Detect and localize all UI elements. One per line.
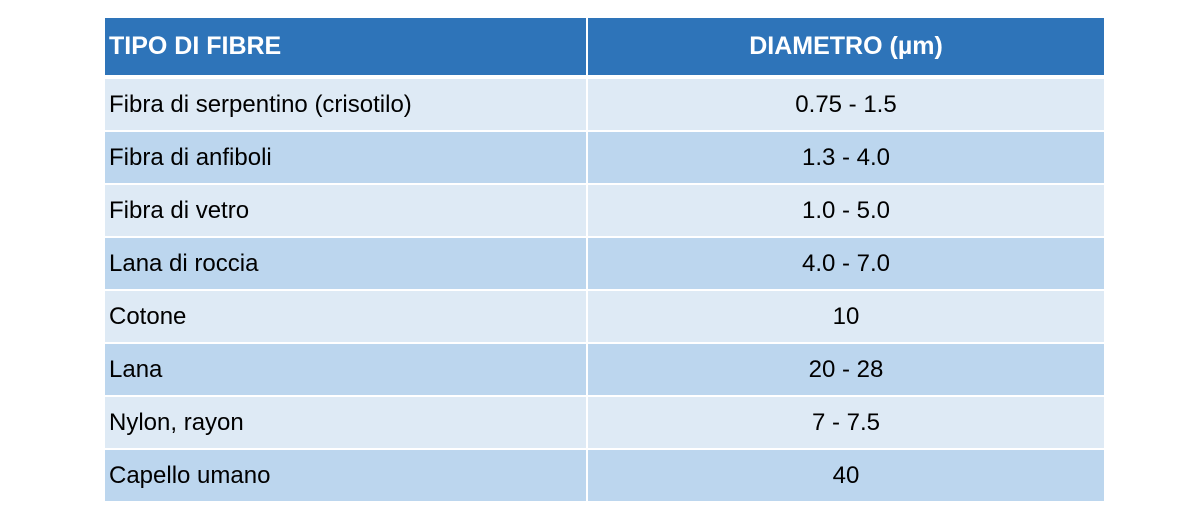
diameter-cell: 1.3 - 4.0 [586,132,1104,185]
table-row: Cotone 10 [105,291,1104,344]
fiber-type-cell: Nylon, rayon [105,397,586,450]
diameter-cell: 1.0 - 5.0 [586,185,1104,238]
diameter-cell: 0.75 - 1.5 [586,79,1104,132]
column-header-diameter: DIAMETRO (µm) [586,18,1104,79]
table-row: Fibra di vetro 1.0 - 5.0 [105,185,1104,238]
table-row: Fibra di anfiboli 1.3 - 4.0 [105,132,1104,185]
diameter-cell: 20 - 28 [586,344,1104,397]
fiber-type-cell: Fibra di serpentino (crisotilo) [105,79,586,132]
table-row: Lana 20 - 28 [105,344,1104,397]
diameter-cell: 7 - 7.5 [586,397,1104,450]
fiber-type-cell: Capello umano [105,450,586,503]
table-row: Capello umano 40 [105,450,1104,503]
table-row: Lana di roccia 4.0 - 7.0 [105,238,1104,291]
table-row: Nylon, rayon 7 - 7.5 [105,397,1104,450]
diameter-cell: 4.0 - 7.0 [586,238,1104,291]
fiber-type-cell: Cotone [105,291,586,344]
fiber-type-cell: Lana [105,344,586,397]
fiber-type-cell: Fibra di vetro [105,185,586,238]
diameter-cell: 10 [586,291,1104,344]
fiber-diameter-table: TIPO DI FIBRE DIAMETRO (µm) Fibra di ser… [105,18,1104,503]
table-row: Fibra di serpentino (crisotilo) 0.75 - 1… [105,79,1104,132]
table-header: TIPO DI FIBRE DIAMETRO (µm) [105,18,1104,79]
fiber-type-cell: Fibra di anfiboli [105,132,586,185]
header-row: TIPO DI FIBRE DIAMETRO (µm) [105,18,1104,79]
diameter-cell: 40 [586,450,1104,503]
column-header-fiber-type: TIPO DI FIBRE [105,18,586,79]
table-body: Fibra di serpentino (crisotilo) 0.75 - 1… [105,79,1104,503]
fiber-type-cell: Lana di roccia [105,238,586,291]
